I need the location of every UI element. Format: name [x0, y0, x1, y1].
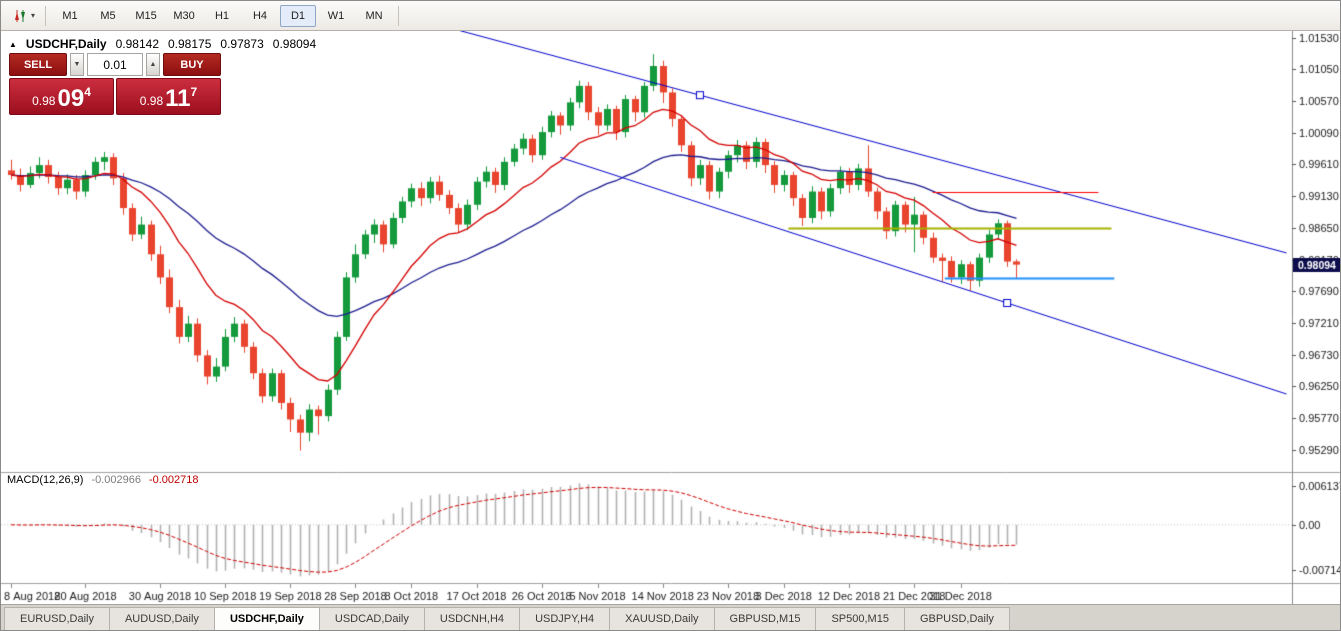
- volume-increase-button[interactable]: ▲: [146, 53, 160, 76]
- tab-usdchf-daily[interactable]: USDCHF,Daily: [213, 607, 320, 630]
- timeframe-toolbar: ▾ M1 M5 M15 M30 H1 H4 D1 W1 MN: [1, 1, 1340, 31]
- timeframe-m5-button[interactable]: M5: [100, 9, 116, 22]
- tab-sp500-m15[interactable]: SP500,M15: [815, 607, 905, 630]
- quick-trade-icon[interactable]: ▾: [7, 6, 39, 26]
- close-value: 0.98094: [272, 37, 317, 51]
- tab-usdjpy-h4[interactable]: USDJPY,H4: [519, 607, 611, 630]
- chart-title: ▲ USDCHF,Daily 0.98142 0.98175 0.97873 0…: [9, 37, 316, 51]
- timeframe-d1-button[interactable]: D1: [280, 4, 317, 27]
- buy-price-big: 11: [165, 85, 191, 112]
- toolbar-separator: [45, 5, 47, 26]
- sell-price-pip: 4: [84, 85, 91, 99]
- volume-dropdown-button[interactable]: ▼: [70, 53, 84, 76]
- timeframe-w1-button[interactable]: W1: [327, 9, 345, 22]
- tab-audusd-daily[interactable]: AUDUSD,Daily: [108, 607, 215, 630]
- tab-gbpusd-m15[interactable]: GBPUSD,M15: [713, 607, 817, 630]
- symbol-label: USDCHF,Daily: [25, 37, 107, 51]
- sell-price-big: 09: [57, 85, 85, 112]
- price-chart-canvas[interactable]: [1, 31, 1340, 606]
- caret-down-icon: ▼: [73, 61, 81, 68]
- macd-signal-value: -0.002718: [148, 474, 199, 486]
- open-value: 0.98142: [115, 37, 159, 51]
- arrows-up-down-icon: [15, 9, 25, 22]
- caret-up-icon: ▲: [149, 61, 157, 68]
- buy-button[interactable]: BUY: [163, 53, 221, 76]
- timeframe-h1-button[interactable]: H1: [214, 9, 230, 22]
- buy-price-pip: 7: [190, 85, 198, 99]
- one-click-trade-panel: SELL ▼ ▲ BUY 0.98 09 4 0.98 11 7: [9, 53, 221, 115]
- chart-tabs-bar: EURUSD,Daily AUDUSD,Daily USDCHF,Daily USDC…: [1, 604, 1340, 630]
- timeframe-m15-button[interactable]: M15: [135, 9, 157, 22]
- tab-usdcnh-h4[interactable]: USDCNH,H4: [423, 607, 521, 630]
- timeframe-m30-button[interactable]: M30: [173, 9, 195, 22]
- sell-button[interactable]: SELL: [9, 53, 67, 76]
- high-value: 0.98175: [168, 37, 212, 51]
- collapse-panel-icon[interactable]: ▲: [9, 40, 17, 49]
- timeframe-buttons: M1 M5 M15 M30 H1 H4 D1 W1 MN: [52, 4, 392, 27]
- volume-input[interactable]: [87, 53, 143, 76]
- sell-price-prefix: 0.98: [32, 94, 56, 108]
- toolbar-separator: [398, 5, 400, 26]
- buy-price-display[interactable]: 0.98 11 7: [116, 78, 221, 115]
- macd-name: MACD(12,26,9): [7, 474, 84, 486]
- tab-xauusd-daily[interactable]: XAUUSD,Daily: [609, 607, 715, 630]
- macd-main-value: -0.002966: [91, 474, 141, 486]
- sell-price-display[interactable]: 0.98 09 4: [9, 78, 114, 115]
- buy-price-prefix: 0.98: [139, 94, 164, 108]
- low-value: 0.97873: [220, 37, 264, 51]
- timeframe-h4-button[interactable]: H4: [252, 9, 268, 22]
- timeframe-mn-button[interactable]: MN: [365, 9, 383, 22]
- tab-gbpusd-daily[interactable]: GBPUSD,Daily: [903, 607, 1010, 630]
- chevron-down-icon: ▾: [31, 11, 36, 20]
- macd-indicator-label: MACD(12,26,9) -0.002966 -0.002718: [7, 474, 199, 486]
- tab-usdcad-daily[interactable]: USDCAD,Daily: [318, 607, 425, 630]
- tab-eurusd-daily[interactable]: EURUSD,Daily: [4, 607, 110, 630]
- timeframe-m1-button[interactable]: M1: [62, 9, 78, 22]
